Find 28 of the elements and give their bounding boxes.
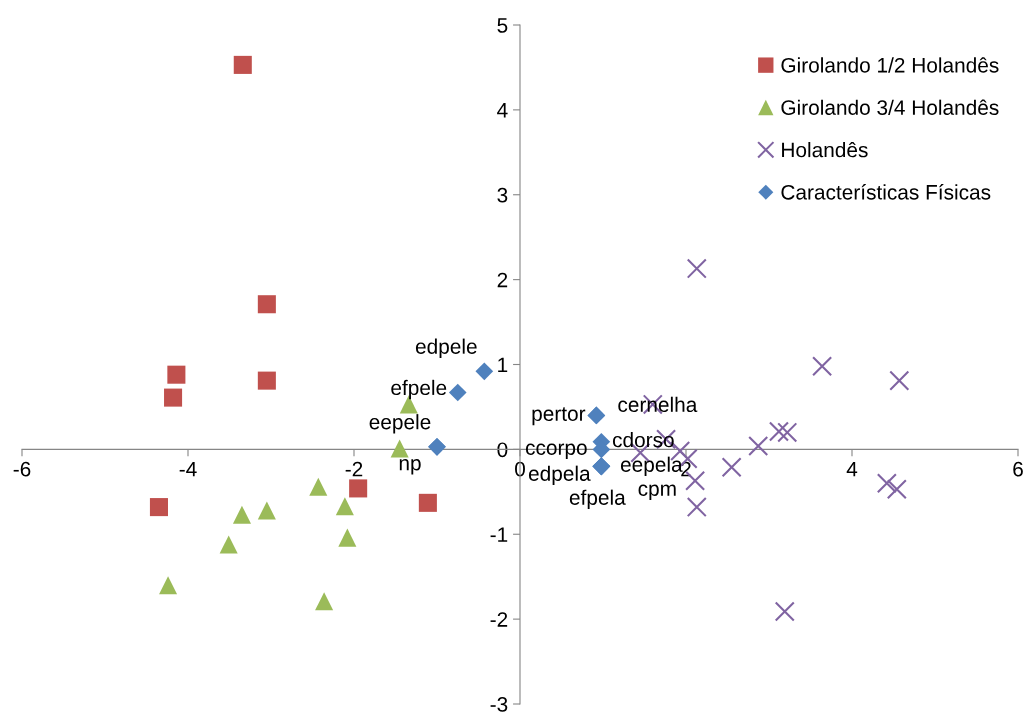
x-tick-label: 4 [846, 461, 858, 477]
data-label: edpela [528, 465, 591, 486]
y-tick-label: -2 [490, 612, 508, 627]
data-label: efpela [569, 489, 626, 510]
data-label: np [399, 459, 421, 475]
legend-label: Girolando 1/2 Holandês [781, 57, 999, 73]
data-label: eepela [620, 456, 683, 477]
legend-label: Girolando 3/4 Holandês [781, 99, 999, 115]
data-label: efpele [391, 379, 447, 400]
y-tick-label: -3 [490, 697, 508, 712]
data-label: ccorpo [525, 443, 587, 460]
y-tick-label: 2 [497, 272, 508, 288]
x-tick-label: 0 [515, 461, 525, 477]
y-tick-label: 1 [498, 357, 508, 373]
y-tick-label: 5 [497, 18, 508, 33]
x-tick-label: -6 [13, 461, 31, 477]
data-label: edpele [415, 338, 477, 358]
x-tick-label: -4 [179, 461, 197, 477]
x-tick-label: 6 [1013, 461, 1023, 477]
data-label: cpm [638, 484, 676, 501]
y-tick-label: -1 [490, 527, 508, 542]
data-label: eepele [369, 414, 431, 434]
y-tick-label: 4 [497, 103, 508, 118]
x-tick-label: -2 [345, 461, 363, 477]
legend-label: Holandês [782, 141, 868, 158]
legend-label: Características Físicas [781, 184, 991, 200]
data-label: pertor [532, 407, 586, 426]
y-tick-label: 3 [497, 187, 508, 203]
